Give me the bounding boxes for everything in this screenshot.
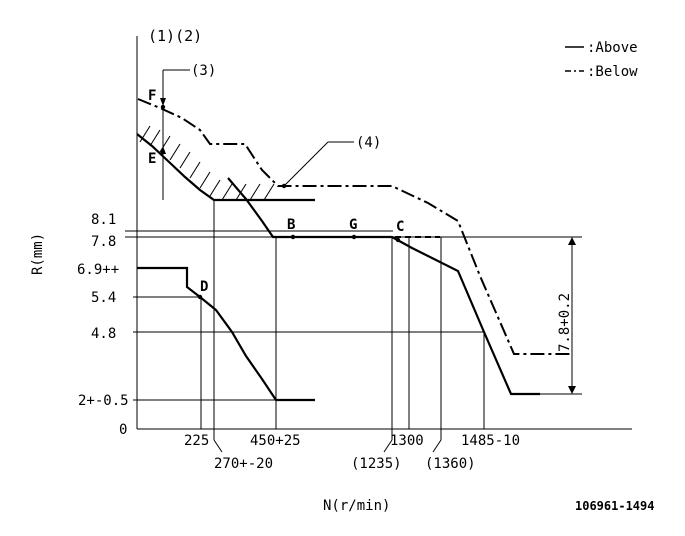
y-tick-8.1: 8.1 [91,212,116,228]
leader-270 [213,439,223,453]
lower-characteristic-line [137,266,315,402]
legend-above-label: :Above [587,40,638,56]
y-tick-6.9: 6.9++ [77,262,119,278]
dimension-arrow-bottom-icon [568,386,576,394]
dimension-label: 7.8+0.2 [557,293,573,352]
x-tick-450: 450+25 [250,433,301,449]
point-F-label: F [148,88,156,104]
point-C-label: C [396,219,404,235]
y-tick-5.4: 5.4 [91,290,116,306]
leader-1360 [432,439,442,453]
x-tick-1300: 1300 [390,433,424,449]
x-tick-1360: (1360) [425,456,476,472]
x-tick-1235: (1235) [351,456,402,472]
upper-lower-bound-curve [136,133,315,202]
point-D-label: D [200,279,208,295]
point-G-label: G [349,217,357,233]
leader-1235 [383,439,393,453]
dimension-arrow-top-icon [568,237,576,245]
hatched-region [139,125,275,201]
legend-below-label: :Below [587,64,638,80]
callout-4-label: (4) [356,135,381,151]
main-characteristic-line [227,177,540,396]
point-C-marker [395,237,401,243]
callout-4-leader-d [283,141,329,187]
x-axis-title: N(r/min) [323,498,390,514]
y-tick-0: 0 [119,422,127,438]
y-tick-4.8: 4.8 [91,326,116,342]
arrow-down-F-icon [160,98,166,106]
arrow-up-E-icon [160,146,166,154]
point-G-marker [351,234,357,240]
upper-bound-dashdot-curve [137,98,570,355]
callout-3-label: (3) [191,63,216,79]
y-tick-2: 2+-0.5 [78,393,129,409]
y-tick-7.8: 7.8 [91,234,116,250]
x-tick-270: 270+-20 [214,456,273,472]
point-B-marker [290,234,296,240]
point-E-label: E [148,151,156,167]
drawing-number: 106961-1494 [575,499,654,513]
y-axis-title: R(mm) [30,233,46,275]
point-B-label: B [287,217,295,233]
x-tick-1485: 1485-10 [461,433,520,449]
point-D-marker [197,294,203,300]
x-tick-225: 225 [184,433,209,449]
header-labels: (1)(2) [148,27,202,45]
